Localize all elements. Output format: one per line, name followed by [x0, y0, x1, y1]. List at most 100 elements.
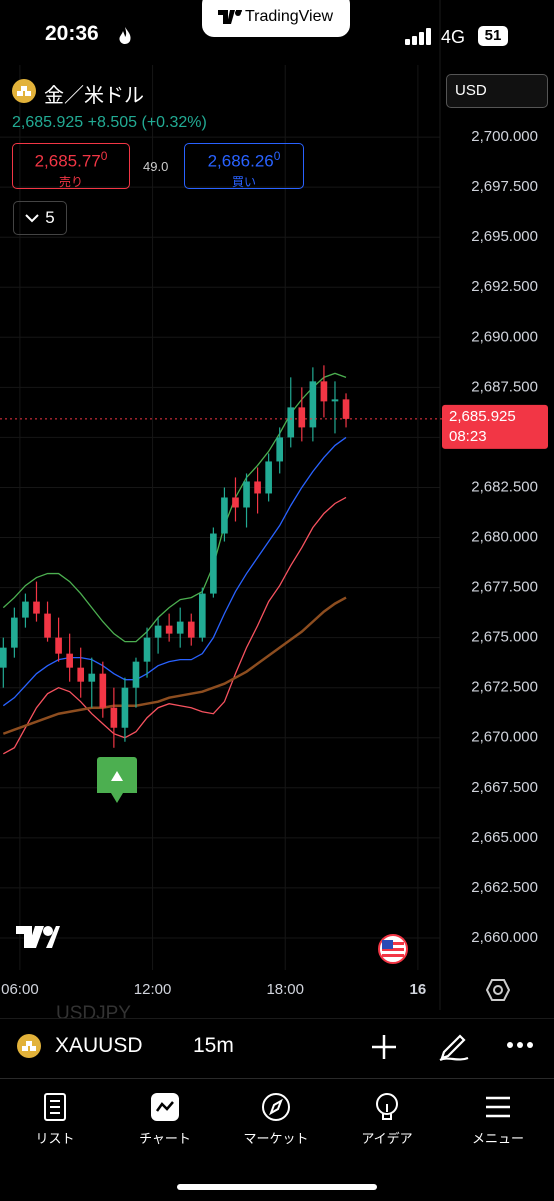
chart-bg	[0, 0, 554, 1010]
buy-sup: 0	[273, 149, 281, 163]
candle-body	[210, 533, 217, 594]
last-price: 2,685.925	[12, 114, 84, 131]
candle-body	[176, 621, 184, 634]
candle-body	[165, 625, 173, 634]
indicators-toggle[interactable]: 5	[13, 201, 67, 235]
flame-icon	[119, 27, 131, 44]
y-tick-label: 2,667.500	[471, 779, 538, 796]
candle-body	[66, 653, 73, 668]
candle-body	[110, 707, 118, 728]
candle-body	[88, 673, 96, 682]
nav-label: チャート	[139, 1131, 191, 1146]
candle-body	[342, 399, 350, 419]
buy-signal	[97, 757, 137, 803]
gold-icon	[12, 79, 36, 103]
last-price-box	[442, 404, 548, 449]
y-tick-label: 2,677.500	[471, 579, 538, 596]
y-tick-label: 2,665.000	[471, 829, 538, 846]
nav-icon	[262, 1093, 290, 1121]
nav-list[interactable]: リスト	[5, 1092, 105, 1147]
sell-button[interactable]: 2,685.770 売り	[12, 143, 130, 189]
candle-body	[309, 381, 317, 428]
indicator-line	[2, 596, 347, 735]
home-indicator	[177, 1184, 377, 1190]
candle-body	[77, 667, 85, 682]
buy-price: 2,686.26	[207, 151, 274, 171]
indicator-line	[2, 436, 347, 707]
spread: 49.0	[143, 159, 169, 174]
toolbar-interval[interactable]: 15m	[193, 1034, 234, 1057]
nav-icon	[486, 1096, 510, 1118]
chart: 2,660.000 2,662.500 2,665.000 2,667.500 2,67…	[0, 0, 554, 1010]
y-tick-label: 2,682.500	[471, 478, 538, 495]
add-button[interactable]	[370, 1033, 398, 1061]
buy-button[interactable]: 2,686.260 買い	[184, 143, 304, 189]
y-tick-label: 2,670.000	[471, 729, 538, 746]
candle-body	[11, 617, 18, 648]
y-tick-label: 2,660.000	[471, 929, 538, 946]
candle-body	[99, 673, 107, 708]
nav-icon	[151, 1093, 179, 1121]
draw-button[interactable]	[438, 1030, 470, 1062]
candle-body	[198, 593, 206, 638]
us-event	[378, 934, 408, 964]
countdown: 08:23	[449, 428, 487, 445]
candle-body	[331, 399, 339, 402]
nav-label: アイデア	[361, 1131, 413, 1146]
candle-body	[121, 687, 129, 728]
toolbar-gold-icon	[17, 1034, 41, 1058]
y-tick-label: 2,680.000	[471, 528, 538, 545]
battery: 51	[478, 26, 508, 46]
candle-body	[22, 601, 29, 618]
chevron	[25, 214, 39, 223]
tv-logo	[16, 926, 60, 948]
brand-name: TradingView	[245, 8, 334, 25]
symbol-name[interactable]: 金／米ドル	[44, 85, 144, 107]
y-tick-label: 2,687.500	[471, 378, 538, 395]
candle-body	[221, 497, 228, 534]
currency-select[interactable]: USD	[446, 74, 548, 108]
y-tick-label: 2,697.500	[471, 178, 538, 195]
toolbar-symbol[interactable]: XAUUSD	[55, 1034, 143, 1057]
price-line: 2,685.925 +8.505 (+0.32%)	[12, 114, 207, 132]
candle-body	[265, 461, 272, 494]
y-tick-label: 2,675.000	[471, 629, 538, 646]
change: +8.505	[87, 114, 138, 131]
candle-body	[0, 647, 7, 668]
settings-icon[interactable]	[486, 978, 510, 1002]
candle-body	[298, 407, 306, 428]
status-time: 20:36	[45, 22, 99, 45]
nav-chart[interactable]: チャート	[115, 1092, 215, 1147]
toolbar	[0, 1018, 554, 1079]
indicator-line	[3, 496, 347, 755]
nav-market[interactable]: マーケット	[226, 1092, 326, 1147]
indicators-count: 5	[45, 208, 55, 227]
y-tick-label: 2,695.000	[471, 228, 538, 245]
candle-body	[55, 637, 62, 654]
candle-body	[287, 407, 295, 438]
nav-icon	[376, 1093, 398, 1120]
sell-label: 売り	[58, 174, 83, 189]
candle-body	[44, 613, 51, 638]
nav-bar	[0, 1078, 554, 1201]
buy-label: 買い	[231, 174, 256, 189]
candle-body	[243, 481, 250, 508]
candle-body	[154, 625, 162, 638]
x-tick-label: 18:00	[266, 981, 304, 998]
x-tick-label: 12:00	[134, 981, 172, 998]
candle-body	[276, 437, 284, 462]
candle-body	[143, 637, 151, 662]
last-price-label: 2,685.925	[449, 408, 516, 425]
nav-label: メニュー	[471, 1131, 524, 1146]
nav-label: リスト	[35, 1131, 75, 1146]
candle-body	[33, 601, 40, 614]
more-button[interactable]	[506, 1040, 534, 1050]
nav-menu[interactable]: メニュー	[448, 1092, 548, 1147]
y-tick-label: 2,662.500	[471, 879, 538, 896]
sell-price: 2,685.77	[34, 151, 101, 171]
candle-body	[187, 621, 195, 638]
nav-ideas[interactable]: アイデア	[337, 1092, 437, 1147]
candle-body	[254, 481, 261, 494]
